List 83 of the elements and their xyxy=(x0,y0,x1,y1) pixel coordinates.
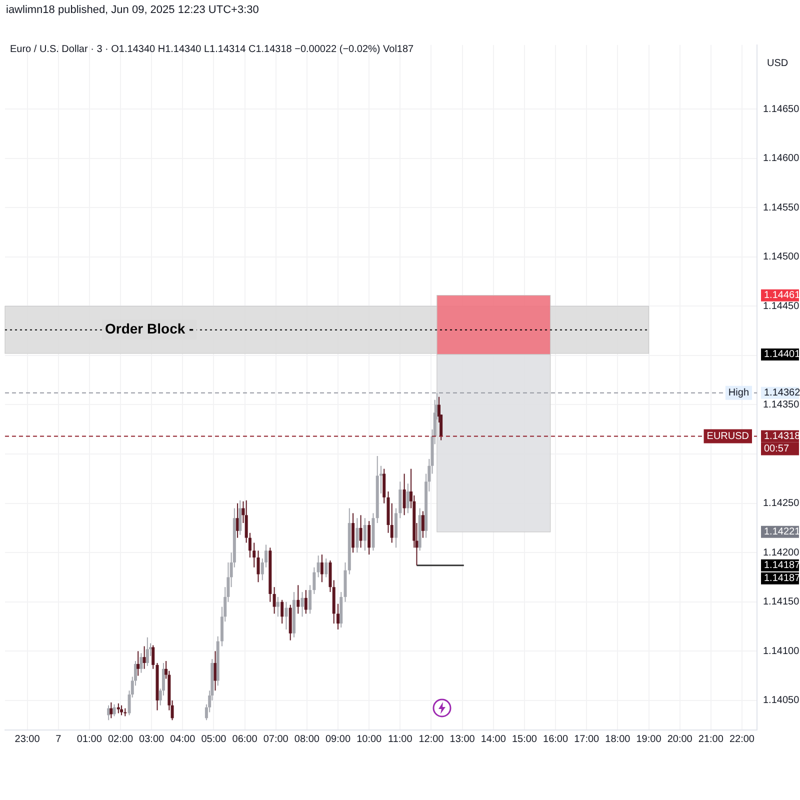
candlestick xyxy=(304,590,308,614)
candlestick xyxy=(324,558,328,578)
x-tick-label: 06:00 xyxy=(232,734,258,745)
x-tick-label: 01:00 xyxy=(76,734,102,745)
candlestick xyxy=(140,652,143,674)
y-tick-label: 1.14150 xyxy=(763,596,800,608)
candlestick xyxy=(336,603,340,630)
candlestick xyxy=(356,518,359,554)
y-tick-label: 1.14100 xyxy=(763,646,800,657)
y-tick-label: 1.14500 xyxy=(763,252,800,263)
candlestick xyxy=(296,584,300,614)
text: 1.14187 xyxy=(764,560,800,572)
text: 00:57 xyxy=(764,444,790,455)
ref-line-label: Order Block - xyxy=(105,320,194,337)
x-tick-label: 20:00 xyxy=(667,734,693,745)
candlestick xyxy=(402,473,406,516)
y-tick-label: 1.14450 xyxy=(763,300,800,312)
x-tick-label: 21:00 xyxy=(698,734,724,745)
x-tick-label: 18:00 xyxy=(605,734,631,745)
x-tick-label: 17:00 xyxy=(574,734,600,745)
candlestick xyxy=(120,704,124,716)
y-tick-label: 1.14200 xyxy=(763,547,800,558)
x-tick-label: 10:00 xyxy=(356,734,382,745)
candlestick xyxy=(110,702,113,719)
candlestick xyxy=(359,514,362,548)
candlestick xyxy=(142,646,146,670)
x-tick-label: 08:00 xyxy=(294,734,320,745)
candlestick xyxy=(136,650,140,676)
candlestick xyxy=(320,554,324,583)
candlestick xyxy=(276,596,280,618)
x-tick-label: 02:00 xyxy=(108,734,134,745)
candlestick xyxy=(116,702,120,714)
x-tick-label: 15:00 xyxy=(512,734,538,745)
x-tick-label: 7 xyxy=(56,734,62,745)
ref-line-label: High xyxy=(728,388,750,399)
text: 1.14318 xyxy=(764,431,800,442)
text: USD xyxy=(767,58,788,69)
y-tick-label: 1.14650 xyxy=(763,104,800,115)
candlestick xyxy=(406,483,410,514)
x-tick-label: 23:00 xyxy=(14,734,40,745)
text: 1.14401 xyxy=(764,349,800,360)
x-tick-label: 07:00 xyxy=(263,734,289,745)
candlestick xyxy=(300,592,304,618)
candlestick xyxy=(272,586,276,614)
text: 1.14221 xyxy=(764,526,800,538)
candlestick xyxy=(382,468,386,504)
candlestick xyxy=(152,644,155,670)
candlestick xyxy=(312,566,316,594)
candlestick xyxy=(398,481,402,519)
x-tick-label: 22:00 xyxy=(729,734,755,745)
y-tick-label: 1.14600 xyxy=(763,153,800,164)
text: 1.14187 xyxy=(764,573,800,584)
x-tick-label: 11:00 xyxy=(388,734,413,745)
x-tick-label: 05:00 xyxy=(201,734,227,745)
candlestick xyxy=(368,520,371,556)
text: 1.14362 xyxy=(764,388,800,399)
x-tick-label: 12:00 xyxy=(418,734,444,745)
chart-subtitle: Euro / U.S. Dollar · 3 · O1.14340 H1.14340 L1.14314 C1.14318 −0.00022 (−0.02%) Vol187 xyxy=(10,44,414,55)
x-tick-label: 13:00 xyxy=(450,734,476,745)
candlestick xyxy=(421,510,424,538)
candlestick xyxy=(252,542,256,568)
text: 1.14461 xyxy=(764,290,800,302)
candlestick xyxy=(238,500,242,536)
y-tick-label: 1.14550 xyxy=(763,202,800,214)
candlestick xyxy=(256,550,260,583)
candlestick xyxy=(316,555,320,578)
x-tick-label: 09:00 xyxy=(326,734,351,745)
x-tick-label: 03:00 xyxy=(139,734,165,745)
candlestick xyxy=(280,599,284,624)
candlestick xyxy=(112,704,116,717)
y-tick-label: 1.14050 xyxy=(763,695,800,706)
ref-line-label: EURUSD xyxy=(706,431,750,442)
candlestick xyxy=(284,601,288,630)
x-tick-label: 14:00 xyxy=(480,734,506,745)
y-tick-label: 1.14250 xyxy=(763,498,800,510)
x-tick-label: 16:00 xyxy=(543,734,568,745)
candlestick xyxy=(308,584,312,614)
x-tick-label: 04:00 xyxy=(170,734,196,745)
candlestick xyxy=(363,518,366,552)
candlestick xyxy=(146,636,149,666)
chart-title: iawlimn18 published, Jun 09, 2025 12:23 UTC+3:30 xyxy=(6,4,259,16)
x-tick-label: 19:00 xyxy=(636,734,662,745)
y-tick-label: 1.14350 xyxy=(763,400,800,410)
